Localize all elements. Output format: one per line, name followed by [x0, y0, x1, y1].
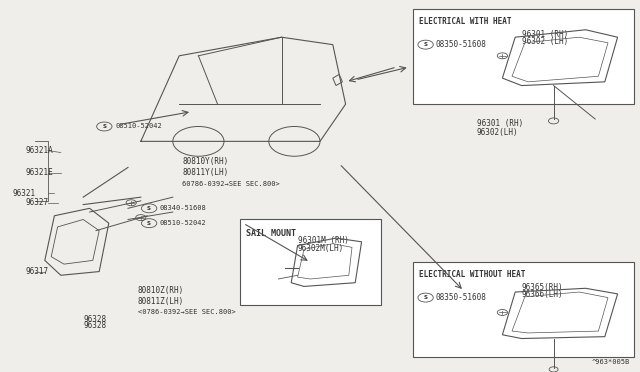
Text: 80810Y(RH): 80810Y(RH)	[182, 157, 228, 166]
Text: 96302(LH): 96302(LH)	[477, 128, 518, 137]
Text: 80811Y(LH): 80811Y(LH)	[182, 169, 228, 177]
Text: 96301 (RH): 96301 (RH)	[522, 30, 568, 39]
Text: 96301M (RH): 96301M (RH)	[298, 236, 348, 245]
Text: 80810Z(RH): 80810Z(RH)	[138, 286, 184, 295]
Text: 96317: 96317	[26, 267, 49, 276]
Text: 96321: 96321	[13, 189, 36, 198]
Text: 96366(LH): 96366(LH)	[522, 290, 563, 299]
Text: ^963*005B: ^963*005B	[592, 359, 630, 365]
Bar	[413, 262, 634, 357]
Text: 08350-51608: 08350-51608	[435, 40, 486, 49]
Text: 96301 (RH): 96301 (RH)	[477, 119, 523, 128]
Text: S: S	[102, 124, 106, 129]
Text: 80811Z(LH): 80811Z(LH)	[138, 297, 184, 306]
Text: 96321E: 96321E	[26, 169, 53, 177]
Text: ELECTRICAL WITH HEAT: ELECTRICAL WITH HEAT	[419, 17, 512, 26]
Text: S: S	[424, 295, 428, 300]
Text: 08510-52042: 08510-52042	[115, 124, 162, 129]
Text: SAIL MOUNT: SAIL MOUNT	[246, 229, 296, 238]
Text: 96365(RH): 96365(RH)	[522, 283, 563, 292]
Text: 96328: 96328	[83, 321, 106, 330]
Bar	[240, 219, 381, 305]
Text: 96302 (LH): 96302 (LH)	[522, 37, 568, 46]
Text: ELECTRICAL WITHOUT HEAT: ELECTRICAL WITHOUT HEAT	[419, 270, 525, 279]
Text: S: S	[147, 221, 151, 226]
Text: <0786-0392→SEE SEC.800>: <0786-0392→SEE SEC.800>	[138, 310, 236, 315]
Text: 08510-52042: 08510-52042	[160, 220, 207, 226]
Text: 60786-0392→SEE SEC.800>: 60786-0392→SEE SEC.800>	[182, 181, 280, 187]
Text: 96328: 96328	[83, 315, 106, 324]
Text: 08340-51608: 08340-51608	[160, 205, 207, 211]
Text: 96302M(LH): 96302M(LH)	[298, 244, 344, 253]
Text: 96321A: 96321A	[26, 146, 53, 155]
Text: S: S	[424, 42, 428, 47]
Text: 08350-51608: 08350-51608	[435, 293, 486, 302]
Text: 96327: 96327	[26, 198, 49, 207]
Text: S: S	[147, 206, 151, 211]
Bar	[413, 9, 634, 104]
